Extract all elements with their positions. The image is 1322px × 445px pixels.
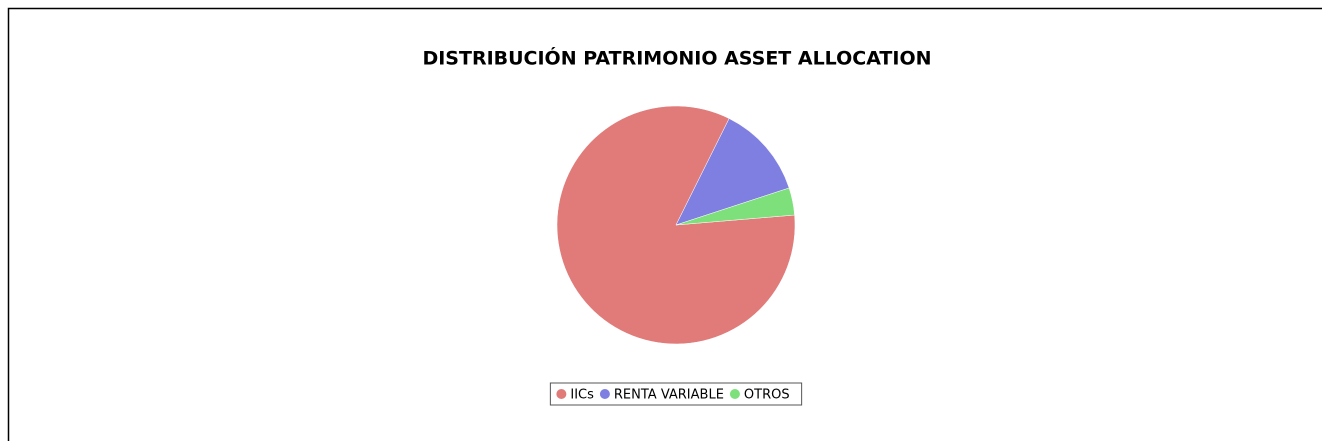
legend-marker [556, 389, 566, 399]
legend-label: OTROS [744, 388, 790, 403]
legend-label: RENTA VARIABLE [614, 388, 724, 403]
legend: IICs RENTA VARIABLE OTROS [550, 383, 801, 405]
chart-title: DISTRIBUCIÓN PATRIMONIO ASSET ALLOCATION [422, 46, 931, 70]
legend-marker [730, 389, 740, 399]
legend-label: IICs [570, 388, 594, 403]
legend-marker [600, 389, 610, 399]
pie [557, 106, 795, 344]
